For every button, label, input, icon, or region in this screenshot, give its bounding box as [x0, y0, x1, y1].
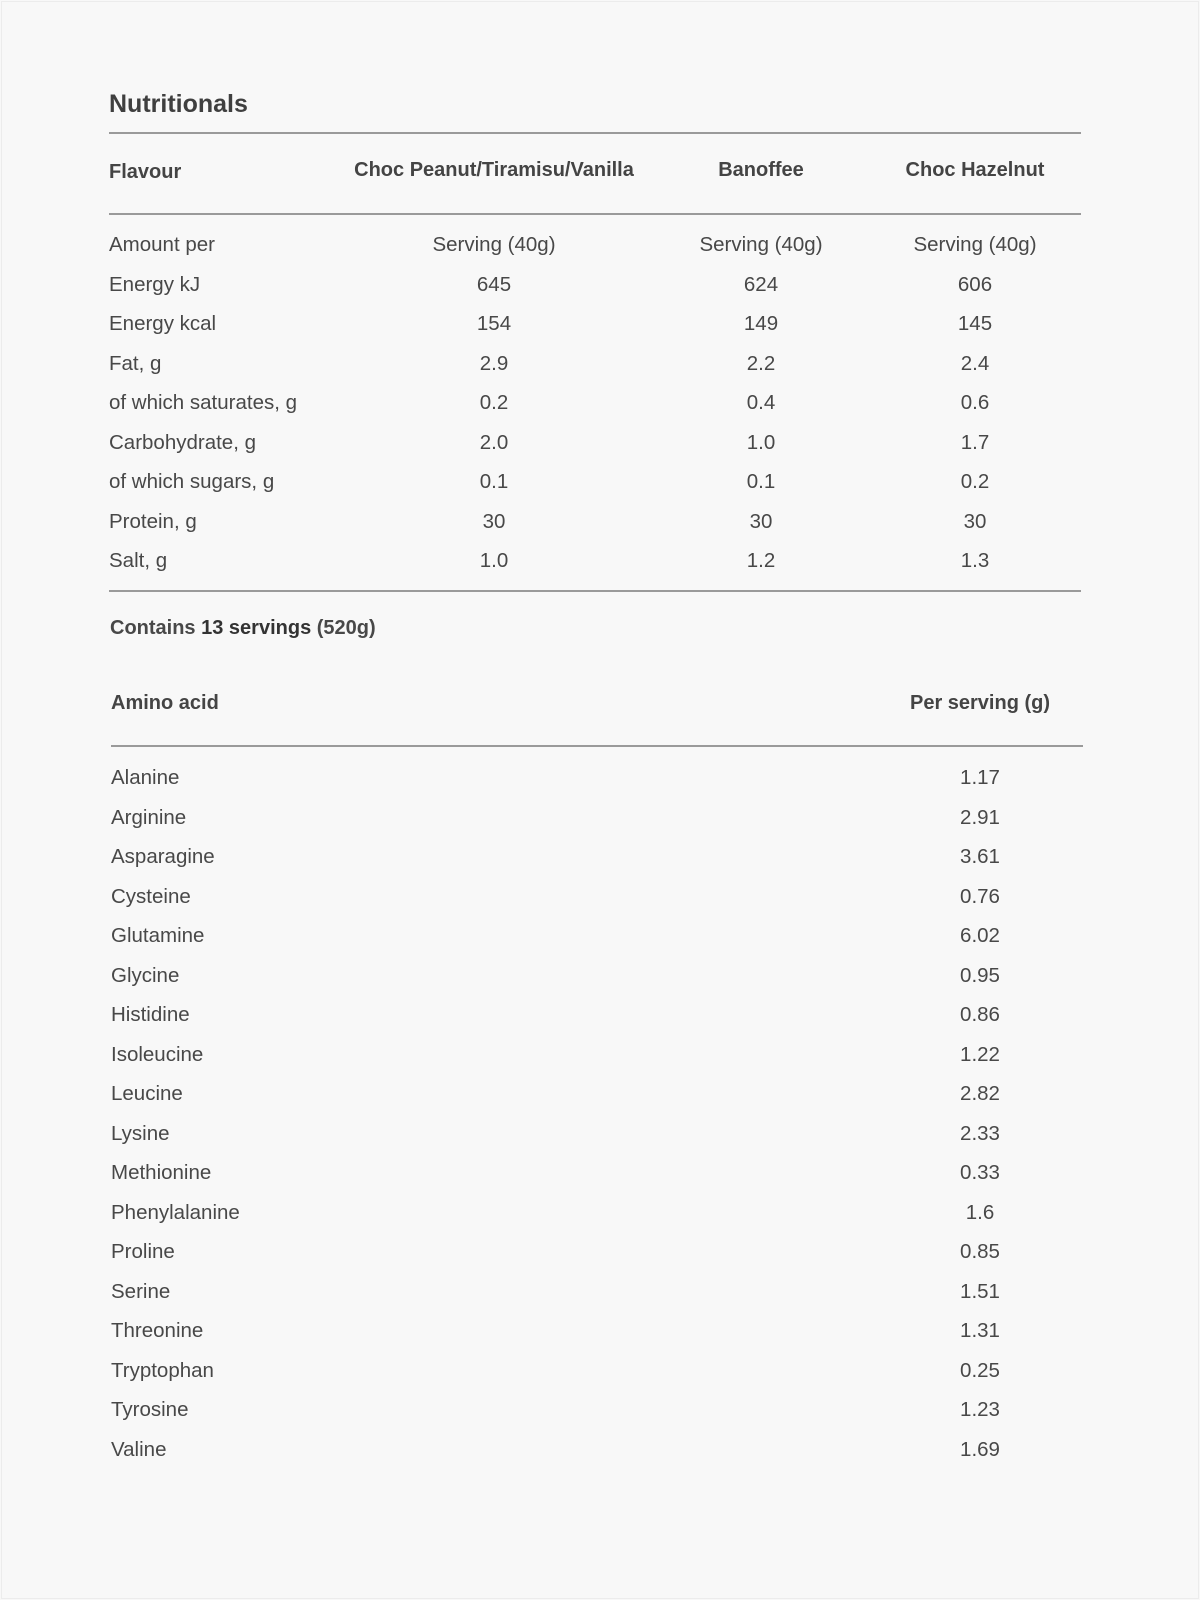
row-label: Energy kJ — [109, 272, 201, 296]
amino-acid-value: 0.85 — [960, 1240, 1000, 1263]
amino-acid-value: 0.86 — [960, 1003, 1000, 1026]
amino-acid-value: 2.82 — [960, 1082, 1000, 1105]
table-cell: 1.0 — [479, 549, 509, 572]
amino-acid-name: Phenylalanine — [111, 1200, 240, 1224]
amino-acid-value: 0.76 — [960, 884, 1000, 908]
table-cell: 0.1 — [479, 470, 509, 493]
amino-acid-value: 6.02 — [960, 924, 1000, 947]
amino-acid-value: 0.95 — [960, 963, 1000, 987]
table-cell: 30 — [482, 509, 506, 533]
amino-acid-name: Serine — [111, 1279, 171, 1303]
column-header: Choc Peanut/Tiramisu/Vanilla — [354, 159, 634, 181]
amino-acid-value: 0.25 — [960, 1358, 1000, 1382]
amino-acid-name: Leucine — [111, 1082, 183, 1105]
page-title: Nutritionals — [109, 90, 248, 118]
table-cell: 1.7 — [960, 430, 990, 454]
row-label: of which saturates, g — [109, 391, 298, 414]
divider — [109, 132, 1081, 134]
row-label: Carbohydrate, g — [109, 430, 257, 454]
row-label: of which sugars, g — [109, 470, 275, 493]
amino-acid-value: 1.51 — [960, 1279, 1000, 1303]
divider — [109, 590, 1081, 592]
divider — [111, 745, 1083, 747]
divider — [109, 213, 1081, 215]
column-header: Per serving (g) — [909, 692, 1051, 714]
table-cell: 606 — [957, 272, 993, 296]
amino-acid-name: Tyrosine — [111, 1398, 189, 1421]
table-cell: 0.2 — [479, 391, 509, 414]
amino-acid-name: Tryptophan — [111, 1358, 214, 1382]
amino-acid-value: 1.22 — [960, 1042, 1000, 1066]
amino-acid-name: Glycine — [111, 963, 180, 987]
amino-acid-name: Lysine — [111, 1121, 170, 1145]
amino-acid-value: 1.31 — [960, 1319, 1000, 1342]
table-cell: 0.2 — [960, 470, 990, 493]
amino-acid-name: Threonine — [111, 1319, 204, 1342]
amino-acid-value: 1.69 — [960, 1437, 1000, 1461]
amino-acid-name: Arginine — [111, 805, 187, 829]
amino-acid-value: 1.17 — [960, 766, 1000, 789]
column-header: Banoffee — [718, 159, 804, 181]
table-cell: 145 — [957, 312, 993, 335]
table-cell: 624 — [743, 272, 779, 296]
amino-acid-name: Asparagine — [111, 845, 215, 868]
table-cell: Serving (40g) — [432, 233, 556, 256]
amino-acid-name: Isoleucine — [111, 1042, 204, 1066]
table-cell: Serving (40g) — [913, 233, 1037, 256]
column-header: Choc Hazelnut — [905, 159, 1045, 181]
row-label: Protein, g — [109, 509, 197, 533]
amino-acid-name: Cysteine — [111, 884, 191, 908]
table-cell: 645 — [476, 272, 512, 296]
amino-acid-name: Methionine — [111, 1161, 212, 1184]
amino-acid-value: 0.33 — [960, 1161, 1000, 1184]
row-label: Salt, g — [109, 549, 168, 572]
amino-acid-name: Alanine — [111, 766, 180, 789]
row-label: Fat, g — [109, 351, 162, 375]
table-cell: 0.4 — [746, 391, 776, 414]
row-label: Energy kcal — [109, 312, 217, 335]
table-cell: 1.2 — [746, 549, 776, 572]
amino-acid-name: Histidine — [111, 1003, 190, 1026]
amino-acid-name: Proline — [111, 1240, 175, 1263]
table-cell: 149 — [743, 312, 779, 335]
amino-acid-value: 1.6 — [965, 1200, 995, 1224]
amino-acid-value: 1.23 — [960, 1398, 1000, 1421]
table-cell: 0.6 — [960, 391, 990, 414]
amino-acid-name: Glutamine — [111, 924, 205, 947]
table-cell: 1.3 — [960, 549, 990, 572]
table-cell: Serving (40g) — [699, 233, 823, 256]
amino-acid-value: 2.91 — [960, 805, 1000, 829]
table-cell: 1.0 — [746, 430, 776, 454]
table-cell: 2.2 — [746, 351, 776, 375]
table-cell: 2.4 — [960, 351, 990, 375]
amino-acid-name: Valine — [111, 1437, 167, 1461]
table-cell: 154 — [476, 312, 512, 335]
column-header: Flavour — [109, 161, 182, 183]
table-cell: 30 — [749, 509, 773, 533]
table-cell: 2.0 — [479, 430, 509, 454]
row-label: Amount per — [109, 233, 215, 256]
table-cell: 0.1 — [746, 470, 776, 493]
amino-acid-value: 3.61 — [960, 845, 1000, 868]
table-cell: 2.9 — [479, 351, 509, 375]
amino-acid-value: 2.33 — [960, 1121, 1000, 1145]
servings-note: Contains 13 servings (520g) — [110, 617, 376, 639]
table-cell: 30 — [963, 509, 987, 533]
column-header: Amino acid — [111, 692, 219, 714]
